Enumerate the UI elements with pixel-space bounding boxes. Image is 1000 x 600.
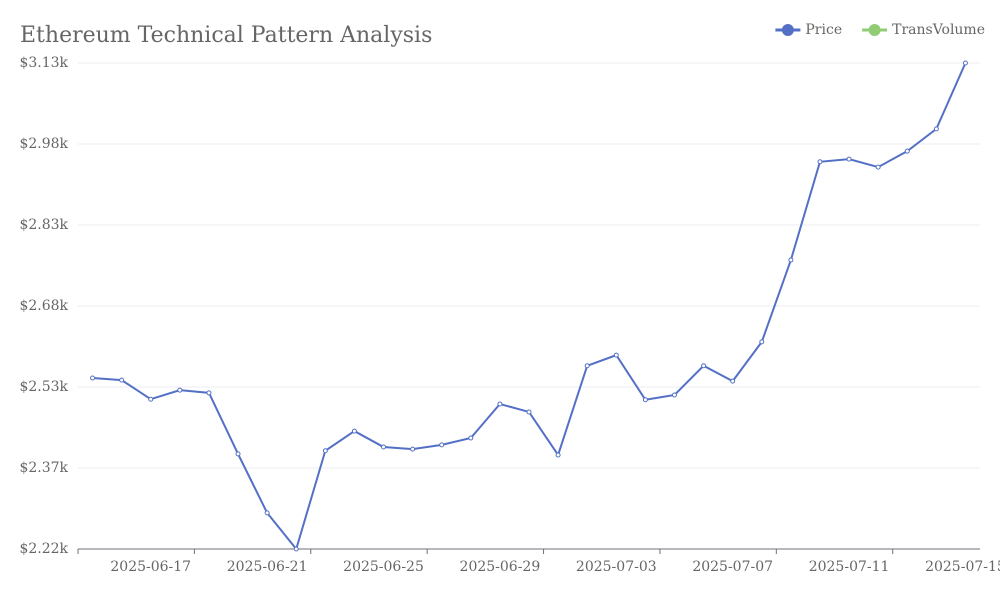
x-tick-label: 2025-07-07 bbox=[692, 559, 773, 575]
point bbox=[177, 387, 183, 393]
point bbox=[526, 409, 532, 415]
x-tick-label: 2025-06-17 bbox=[110, 559, 191, 575]
y-tick-label: $2.83k bbox=[19, 217, 68, 233]
point bbox=[730, 378, 736, 384]
point bbox=[817, 159, 823, 165]
y-tick-label: $2.22k bbox=[19, 541, 68, 557]
point bbox=[933, 126, 939, 132]
y-tick-label: $2.98k bbox=[19, 136, 68, 152]
point bbox=[788, 257, 794, 263]
legend-swatch bbox=[781, 24, 794, 36]
point bbox=[148, 396, 154, 402]
point bbox=[235, 451, 241, 457]
point bbox=[410, 446, 416, 452]
point bbox=[381, 444, 387, 450]
y-tick-label: $2.68k bbox=[19, 298, 68, 314]
y-tick-label: $2.53k bbox=[19, 379, 68, 395]
point bbox=[671, 392, 677, 398]
point bbox=[439, 442, 445, 448]
point bbox=[293, 546, 299, 552]
y-tick-label: $2.37k bbox=[19, 460, 68, 476]
point bbox=[613, 352, 619, 358]
point bbox=[90, 375, 96, 381]
point bbox=[642, 397, 648, 403]
chart-title: Ethereum Technical Pattern Analysis bbox=[20, 23, 432, 48]
point bbox=[904, 148, 910, 154]
point bbox=[206, 390, 212, 396]
point bbox=[759, 339, 765, 345]
point bbox=[846, 156, 852, 162]
x-tick-label: 2025-06-29 bbox=[460, 559, 541, 575]
x-tick-label: 2025-07-15 bbox=[925, 559, 1000, 575]
point bbox=[119, 377, 125, 383]
x-tick-label: 2025-07-03 bbox=[576, 559, 657, 575]
point bbox=[584, 363, 590, 369]
x-tick-label: 2025-06-25 bbox=[343, 559, 424, 575]
point bbox=[555, 452, 561, 458]
point bbox=[468, 435, 474, 441]
x-tick-label: 2025-07-11 bbox=[809, 559, 890, 575]
point bbox=[351, 428, 357, 434]
point bbox=[322, 448, 328, 454]
point bbox=[962, 60, 968, 66]
y-tick-label: $3.13k bbox=[19, 55, 68, 71]
legend-label: TransVolume bbox=[892, 22, 985, 38]
point bbox=[497, 401, 503, 407]
legend-swatch bbox=[868, 24, 881, 36]
legend-label: Price bbox=[805, 22, 842, 38]
point bbox=[701, 363, 707, 369]
point bbox=[875, 164, 881, 170]
x-tick-label: 2025-06-21 bbox=[227, 559, 308, 575]
point bbox=[264, 510, 270, 516]
